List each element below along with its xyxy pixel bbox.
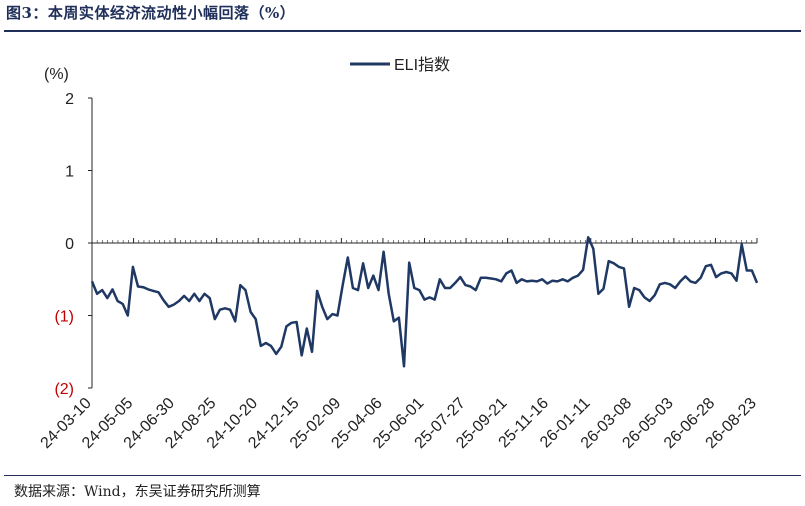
y-tick-label: (1) xyxy=(54,309,74,326)
header-divider xyxy=(4,30,801,32)
legend-label: ELI指数 xyxy=(394,56,450,74)
series-line-eli xyxy=(90,235,759,368)
y-tick-label: 1 xyxy=(65,164,74,181)
y-tick-label: 0 xyxy=(65,236,74,253)
footer-divider xyxy=(4,475,801,476)
y-axis-unit-label: (%) xyxy=(44,66,69,83)
y-tick-label: (2) xyxy=(54,381,74,398)
data-source-note: 数据来源：Wind，东吴证券研究所测算 xyxy=(14,484,261,500)
chart-title: 图3：本周实体经济流动性小幅回落（%） xyxy=(6,4,296,22)
line-chart: 210(1)(2)(%)24-03-1024-05-0524-06-3024-0… xyxy=(38,56,760,452)
y-tick-label: 2 xyxy=(65,91,74,108)
